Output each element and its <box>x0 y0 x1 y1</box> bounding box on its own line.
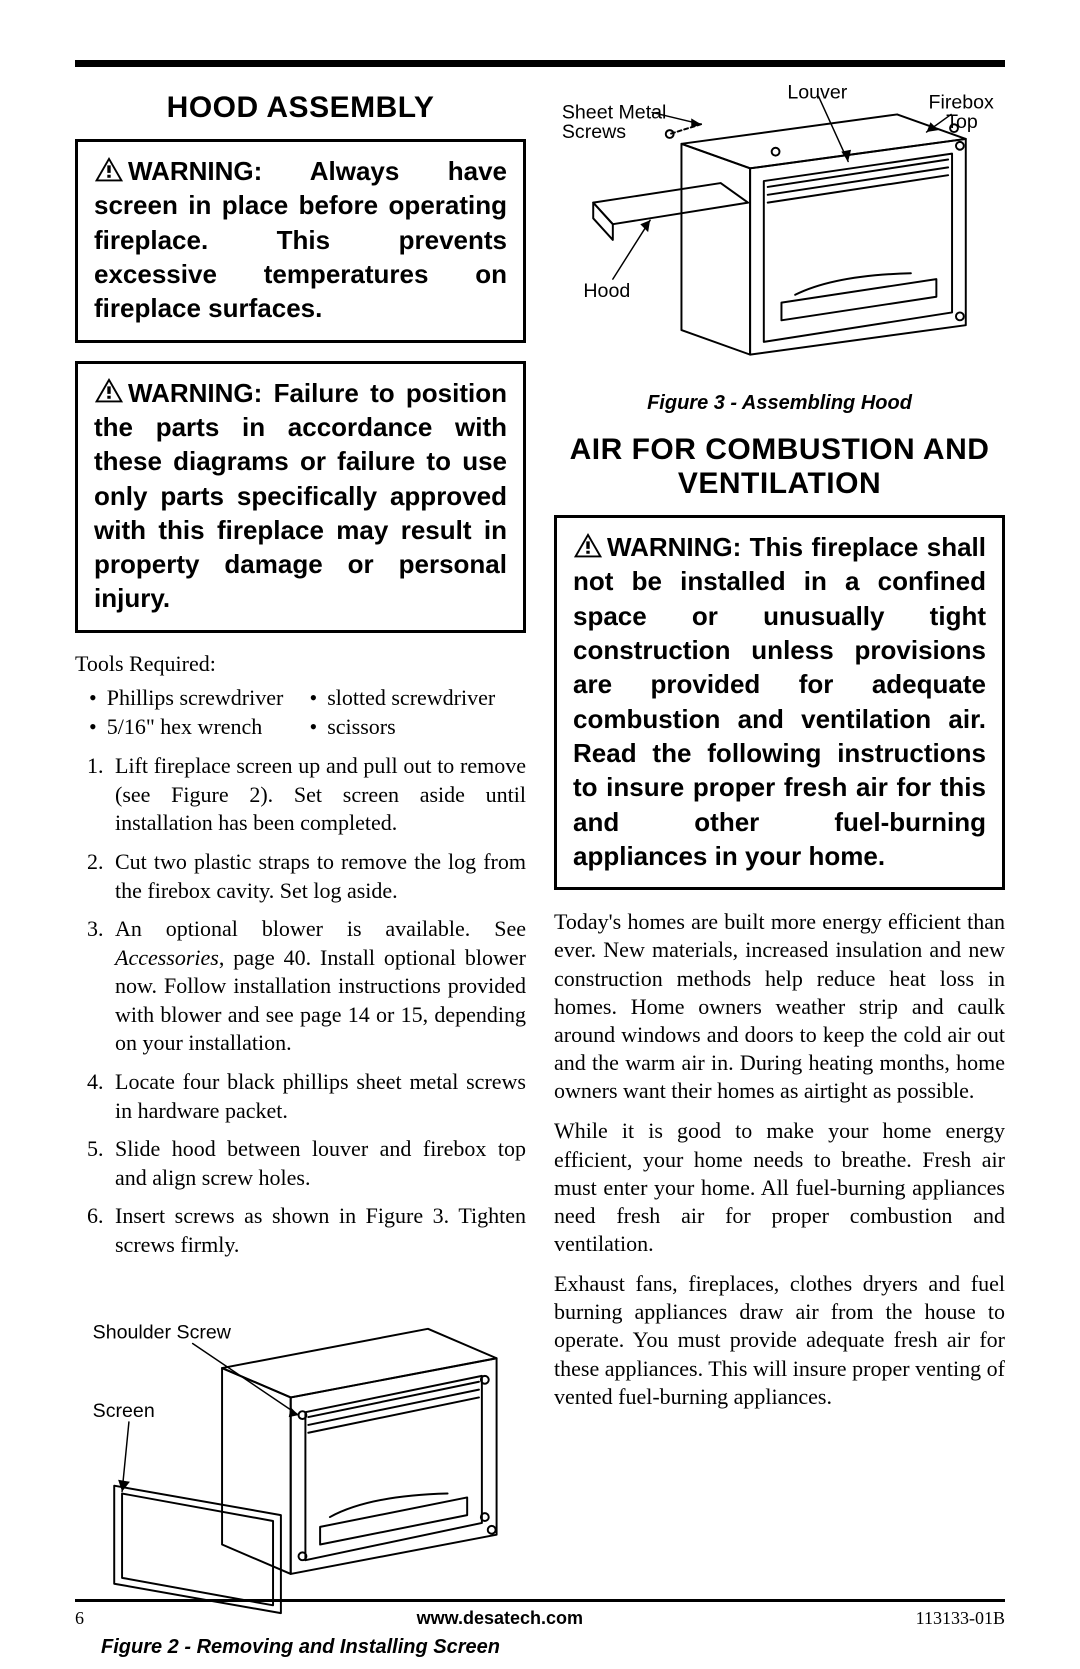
figure-3-diagram: Sheet Metal Screws Louver Firebox Top Ho… <box>554 85 1005 379</box>
two-column-layout: HOOD ASSEMBLY WARNING: Always have scree… <box>75 85 1005 1659</box>
tools-list: Phillips screwdriver slotted screwdriver… <box>85 683 526 742</box>
warning-3-body: WARNING: This fireplace shall not be ins… <box>573 532 986 871</box>
fig2-label-screen: Screen <box>93 1400 155 1422</box>
warning-text-3: WARNING: This fireplace shall not be ins… <box>573 530 986 873</box>
warning-text-2: WARNING: Failure to position the parts i… <box>94 376 507 616</box>
left-column: HOOD ASSEMBLY WARNING: Always have scree… <box>75 85 526 1659</box>
bottom-rule <box>75 1599 1005 1602</box>
figure-2-caption: Figure 2 - Removing and Installing Scree… <box>75 1636 526 1659</box>
tools-required-label: Tools Required: <box>75 651 526 677</box>
warning-box-1: WARNING: Always have screen in place bef… <box>75 139 526 343</box>
warning-1-body: WARNING: Always have screen in place bef… <box>94 156 507 323</box>
hood-assembly-heading: HOOD ASSEMBLY <box>75 91 526 125</box>
warning-icon <box>573 532 603 558</box>
fig2-label-shoulder: Shoulder Screw <box>93 1321 232 1343</box>
air-paragraph-1: Today's homes are built more energy effi… <box>554 908 1005 1105</box>
warning-box-3: WARNING: This fireplace shall not be ins… <box>554 515 1005 890</box>
step-5: Slide hood between louver and firebox to… <box>109 1135 526 1192</box>
page: HOOD ASSEMBLY WARNING: Always have scree… <box>0 0 1080 1669</box>
air-paragraph-2: While it is good to make your home energ… <box>554 1117 1005 1258</box>
right-column: Sheet Metal Screws Louver Firebox Top Ho… <box>554 85 1005 1659</box>
air-paragraph-3: Exhaust fans, fireplaces, clothes dryers… <box>554 1270 1005 1411</box>
assembly-steps: Lift fireplace screen up and pull out to… <box>75 752 526 1260</box>
doc-number: 113133-01B <box>916 1608 1005 1629</box>
figure-2-diagram: Shoulder Screw Screen <box>75 1270 526 1623</box>
step-1: Lift fireplace screen up and pull out to… <box>109 752 526 838</box>
figure-3-caption: Figure 3 - Assembling Hood <box>554 392 1005 415</box>
tool-item: slotted screwdriver <box>306 683 527 713</box>
step-4: Locate four black phillips sheet metal s… <box>109 1068 526 1125</box>
fig3-label-firebox-2: Top <box>946 111 978 133</box>
tool-item: scissors <box>306 712 527 742</box>
air-combustion-heading: AIR FOR COMBUSTION AND VENTILATION <box>554 433 1005 501</box>
step-6: Insert screws as shown in Figure 3. Tigh… <box>109 1202 526 1259</box>
fig3-label-sheetmetal-2: Screws <box>562 121 626 143</box>
page-number: 6 <box>75 1608 84 1629</box>
step-2: Cut two plastic straps to remove the log… <box>109 848 526 905</box>
tool-item: Phillips screwdriver <box>85 683 306 713</box>
warning-2-body: WARNING: Failure to position the parts i… <box>94 378 507 614</box>
warning-icon <box>94 377 124 403</box>
step-3: An optional blower is available. See Acc… <box>109 915 526 1058</box>
warning-box-2: WARNING: Failure to position the parts i… <box>75 361 526 633</box>
warning-icon <box>94 156 124 182</box>
warning-text-1: WARNING: Always have screen in place bef… <box>94 154 507 326</box>
fig3-label-louver: Louver <box>787 85 847 104</box>
footer-url: www.desatech.com <box>417 1608 583 1629</box>
top-rule <box>75 60 1005 67</box>
fig3-label-hood: Hood <box>583 280 630 302</box>
tool-item: 5/16" hex wrench <box>85 712 306 742</box>
page-footer: 6 www.desatech.com 113133-01B <box>75 1608 1005 1629</box>
